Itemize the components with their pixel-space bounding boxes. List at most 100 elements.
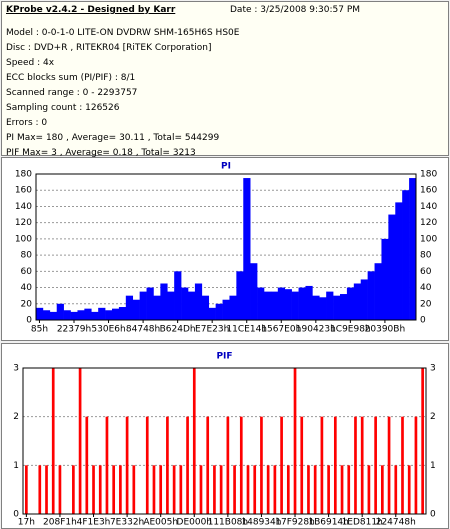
bar (213, 465, 216, 514)
bar (409, 178, 417, 320)
bar (270, 291, 279, 320)
x-tick-label: 85h (31, 325, 48, 335)
bar (105, 416, 109, 514)
bar (407, 465, 411, 514)
bar (199, 465, 203, 514)
bar (36, 307, 44, 320)
bar (291, 291, 299, 320)
x-tick-label: 148934h (241, 518, 281, 528)
bar (105, 310, 113, 320)
y-tick-label: 180 (15, 170, 32, 180)
y2-tick-label: 100 (420, 234, 437, 244)
x-tick-label: 11CE14h (226, 325, 267, 335)
bar (253, 465, 257, 514)
bar (421, 368, 424, 514)
bar (374, 263, 382, 320)
bar (25, 465, 28, 514)
y-tick-label: 40 (21, 283, 33, 293)
bar (414, 416, 418, 514)
bar (307, 465, 310, 514)
bar (360, 279, 368, 320)
bar (56, 303, 64, 320)
x-tick-label: B624Dh (160, 325, 196, 335)
bar (326, 291, 334, 320)
y-tick-label: 0 (26, 316, 32, 326)
bar (85, 416, 89, 514)
bar (367, 271, 375, 320)
bar (305, 285, 313, 320)
bar (51, 368, 55, 514)
info-line: Disc : DVD+R , RITEKR04 [RiTEK Corporati… (6, 43, 212, 53)
y2-tick-label: 20 (420, 299, 432, 309)
bar (63, 310, 71, 320)
bar (401, 416, 404, 514)
bar (125, 295, 134, 320)
y-tick-label: 60 (21, 267, 33, 277)
bar (192, 368, 196, 514)
bar (112, 308, 120, 320)
chart-title: PIF (216, 352, 232, 362)
bar (206, 416, 210, 514)
bar (72, 465, 75, 514)
bar (132, 465, 136, 514)
bar (146, 287, 154, 320)
bar (153, 295, 161, 320)
bar (395, 202, 403, 320)
bar (340, 465, 344, 514)
y2-tick-label: 120 (420, 218, 437, 228)
bar (201, 295, 210, 320)
chart-title: PI (221, 162, 231, 172)
y2-tick-label: 1 (430, 461, 436, 471)
y-tick-label: 1 (13, 461, 19, 471)
info-line: Errors : 0 (6, 118, 48, 128)
bar (257, 287, 265, 320)
bar (98, 465, 102, 514)
bar (179, 465, 183, 514)
bar (91, 311, 99, 320)
y-tick-label: 20 (21, 299, 33, 309)
info-line: PIF Max= 3 , Average= 0.18 , Total= 3213 (6, 148, 196, 158)
bar (112, 465, 116, 514)
bar (273, 465, 277, 514)
bar (236, 271, 244, 320)
bar (284, 289, 292, 320)
bar (181, 287, 189, 320)
bar (219, 465, 223, 514)
bar (347, 465, 351, 514)
x-tick-label: 7E332h (110, 518, 144, 528)
y-tick-label: 0 (13, 510, 19, 520)
y2-tick-label: 3 (430, 364, 436, 374)
y2-tick-label: 40 (420, 283, 432, 293)
bar (380, 465, 384, 514)
info-line: Speed : 4x (6, 58, 55, 68)
info-line: Scanned range : 0 - 2293757 (6, 88, 138, 98)
bar (132, 299, 140, 320)
bar (125, 416, 129, 514)
bar (354, 416, 357, 514)
bar (333, 295, 341, 320)
y-tick-label: 160 (15, 186, 32, 196)
x-tick-label: 17h (18, 518, 35, 528)
pi-chart: PI 0 0 20 20 40 40 60 60 80 80 100 100 120 120 140 140 16… (1, 157, 449, 341)
bar (186, 416, 189, 514)
y-tick-label: 140 (15, 202, 32, 212)
bar (174, 271, 182, 320)
bar (381, 238, 389, 320)
bar (266, 465, 270, 514)
bar (84, 308, 92, 320)
bar (286, 465, 290, 514)
pif-chart: PIF 0 0 1 1 2 2 3 3 17h 208F1h 4F1E3h 7E332h AE005hDE… (1, 343, 449, 529)
bar (45, 465, 48, 514)
info-lines: Model : 0-0-1-0 LITE-ON DVDRW SHM-165H6S… (6, 26, 239, 161)
bar (388, 214, 396, 320)
bar (58, 465, 62, 514)
bar (145, 416, 149, 514)
x-tick-label: 190423h (296, 325, 336, 335)
y2-tick-label: 160 (420, 186, 437, 196)
bar (92, 465, 95, 514)
bar (98, 307, 106, 320)
bar (387, 416, 391, 514)
bar (346, 287, 355, 320)
x-tick-label: 1B6914h (308, 518, 349, 528)
bar (298, 287, 306, 320)
